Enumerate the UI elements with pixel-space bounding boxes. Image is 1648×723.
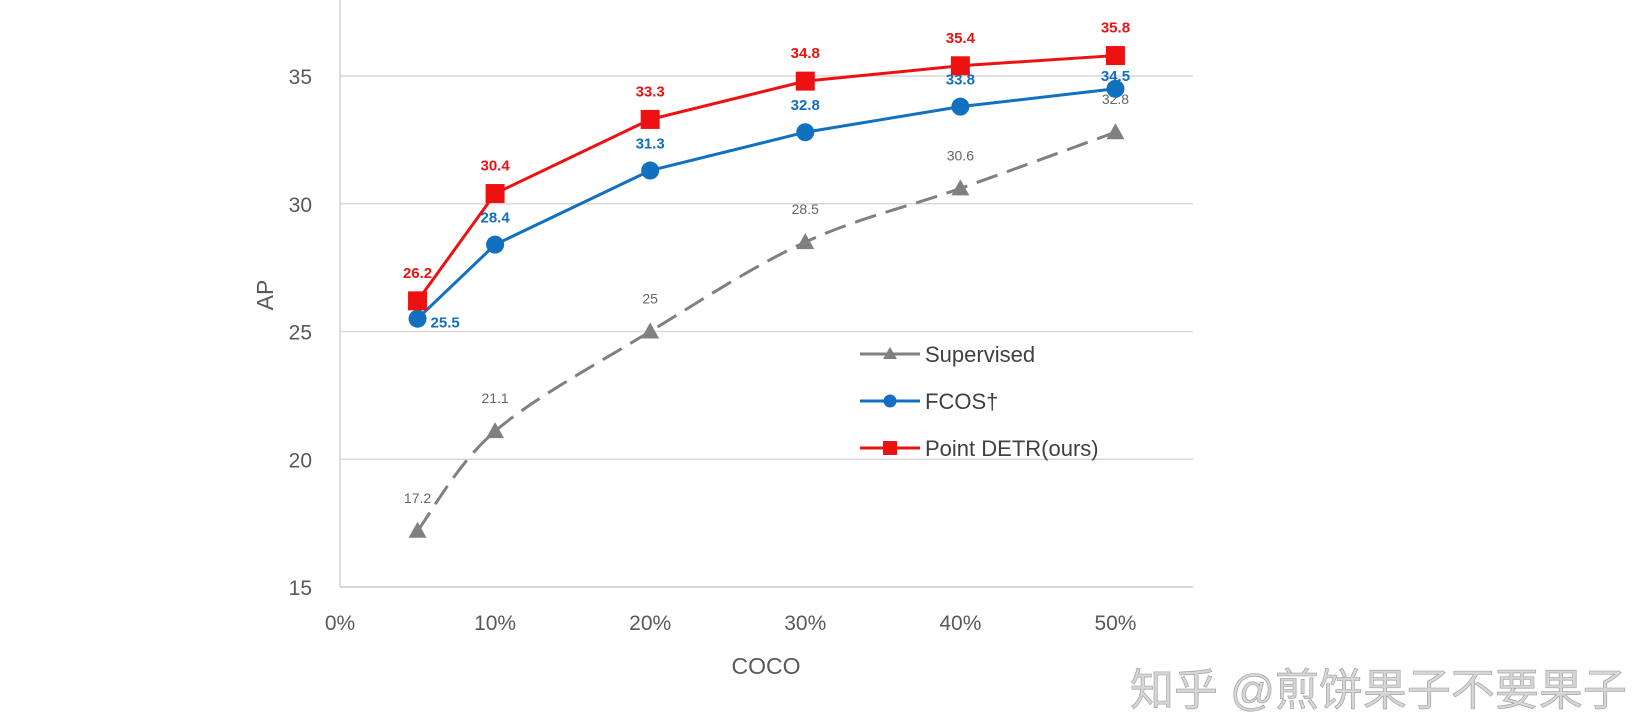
y-axis-title: AP bbox=[252, 280, 278, 311]
series-circle: 25.5 28.4 31.3 32.8 33.8 34.5 bbox=[408, 68, 1130, 332]
data-marker bbox=[486, 235, 505, 254]
x-tick-label: 10% bbox=[474, 612, 516, 635]
x-axis-title: COCO bbox=[732, 653, 801, 679]
data-label: 33.3 bbox=[636, 83, 665, 100]
series-triangle: 17.2 21.1 25 28.5 30.6 32.8 bbox=[404, 91, 1129, 538]
data-label: 21.1 bbox=[481, 390, 508, 406]
data-label: 30.4 bbox=[480, 158, 510, 175]
data-marker bbox=[951, 179, 970, 196]
legend-label: Supervised bbox=[925, 342, 1035, 367]
data-label: 35.4 bbox=[946, 30, 976, 47]
series-group: 17.2 21.1 25 28.5 30.6 32.8 25.5 28.4 31.3 32.8 33… bbox=[403, 20, 1130, 538]
data-marker bbox=[796, 233, 815, 250]
data-label: 26.2 bbox=[403, 265, 432, 282]
legend-marker bbox=[883, 441, 897, 455]
data-label: 32.8 bbox=[791, 97, 820, 114]
y-tick-label: 35 bbox=[289, 66, 312, 89]
data-marker bbox=[408, 521, 427, 538]
data-marker bbox=[641, 322, 660, 339]
data-marker bbox=[950, 56, 970, 76]
x-tick-label: 30% bbox=[784, 612, 826, 635]
data-label: 33.8 bbox=[946, 72, 975, 89]
series-line bbox=[416, 87, 1116, 320]
data-marker bbox=[640, 109, 660, 129]
gridlines bbox=[340, 75, 1193, 588]
series-line bbox=[416, 54, 1116, 302]
data-label: 25.5 bbox=[431, 315, 460, 332]
data-label: 30.6 bbox=[947, 147, 974, 163]
series-square: 26.2 30.4 33.3 34.8 35.4 35.8 bbox=[403, 20, 1130, 311]
data-label: 35.8 bbox=[1101, 20, 1130, 37]
x-tick-label: 50% bbox=[1094, 612, 1136, 635]
data-marker bbox=[1106, 123, 1125, 140]
data-marker bbox=[796, 123, 815, 142]
data-label: 34.5 bbox=[1101, 68, 1130, 85]
legend: Supervised FCOS† Point DETR(ours) bbox=[860, 342, 1099, 461]
data-label: 32.8 bbox=[1102, 91, 1129, 107]
x-tick-labels: 0% 10% 20% 30% 40% 50% bbox=[325, 612, 1137, 635]
legend-item: Point DETR(ours) bbox=[860, 436, 1099, 461]
series-line bbox=[416, 130, 1116, 532]
y-tick-labels: 15 20 25 30 35 bbox=[289, 66, 312, 600]
data-marker bbox=[1105, 46, 1125, 66]
data-label: 31.3 bbox=[636, 136, 665, 153]
data-marker bbox=[641, 161, 660, 180]
data-marker bbox=[951, 97, 970, 116]
legend-item: FCOS† bbox=[860, 389, 998, 414]
y-tick-label: 15 bbox=[289, 577, 312, 600]
data-marker bbox=[408, 291, 428, 311]
x-tick-label: 20% bbox=[629, 612, 671, 635]
y-tick-label: 30 bbox=[289, 194, 312, 217]
x-tick-label: 0% bbox=[325, 612, 355, 635]
data-marker bbox=[486, 422, 505, 439]
watermark: 知乎 @煎饼果子不要果子 bbox=[1130, 666, 1627, 715]
data-marker bbox=[485, 184, 505, 204]
legend-marker bbox=[883, 347, 897, 359]
legend-item: Supervised bbox=[860, 342, 1035, 367]
legend-marker bbox=[883, 394, 897, 408]
y-tick-label: 20 bbox=[289, 449, 312, 472]
data-marker bbox=[408, 309, 427, 328]
data-label: 25 bbox=[642, 291, 658, 307]
data-label: 28.4 bbox=[480, 210, 510, 227]
legend-label: FCOS† bbox=[925, 389, 998, 414]
x-tick-label: 40% bbox=[939, 612, 981, 635]
data-label: 28.5 bbox=[792, 201, 819, 217]
legend-label: Point DETR(ours) bbox=[925, 436, 1099, 461]
data-marker bbox=[1106, 79, 1125, 98]
data-label: 17.2 bbox=[404, 490, 431, 506]
y-tick-label: 25 bbox=[289, 322, 312, 345]
data-label: 34.8 bbox=[791, 45, 820, 62]
data-marker bbox=[795, 71, 815, 91]
